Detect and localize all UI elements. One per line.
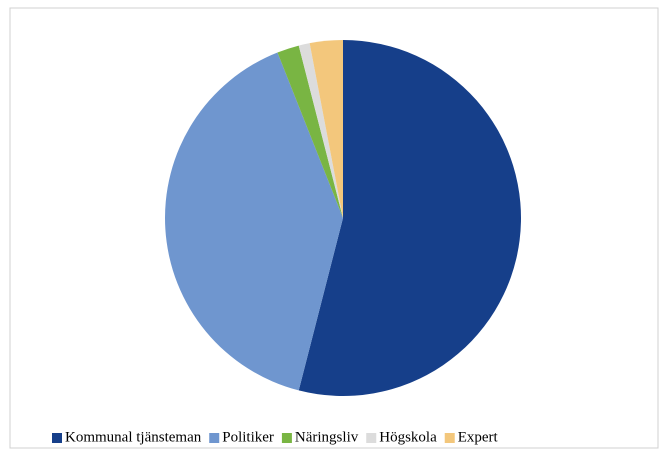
legend-label: Politiker [222, 429, 274, 445]
pie-slice [298, 40, 521, 396]
legend-label: Kommunal tjänsteman [65, 429, 202, 445]
legend-label: Expert [458, 429, 499, 445]
legend-marker [209, 433, 220, 443]
pie-slice [298, 43, 343, 219]
legend-marker [444, 433, 455, 443]
legend-label: Högskola [379, 429, 437, 445]
legend-marker [366, 433, 377, 443]
pie-slice [277, 45, 343, 219]
legend-marker [281, 433, 292, 443]
pie-slice [309, 40, 343, 218]
legend-label: Näringsliv [295, 429, 359, 445]
legend-marker [52, 433, 62, 443]
pie-slice [164, 52, 343, 391]
